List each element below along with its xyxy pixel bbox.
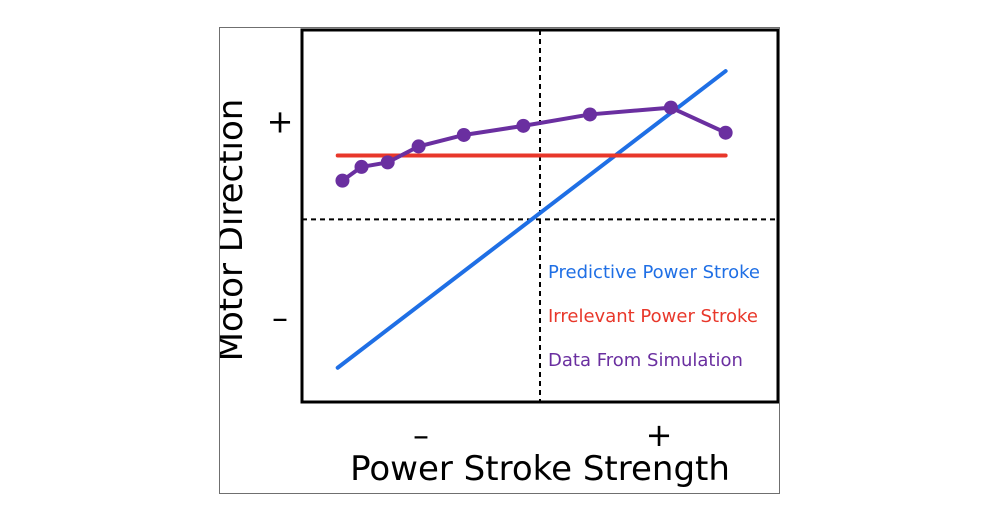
legend-entry-data-from-simulation: Data From Simulation [548, 350, 743, 371]
data-point-data-from-simulation [582, 107, 597, 122]
y-axis-label: Motor Direction [220, 99, 251, 362]
data-point-data-from-simulation [516, 118, 531, 133]
y-tick-label: – [272, 299, 288, 337]
data-point-data-from-simulation [335, 173, 350, 188]
series-line-data-from-simulation [340, 105, 728, 183]
x-tick-label: + [646, 416, 673, 454]
data-point-data-from-simulation [663, 100, 678, 115]
legend-entry-irrelevant-power-stroke: Irrelevant Power Stroke [548, 306, 758, 327]
x-tick-label: – [413, 416, 429, 454]
y-tick-label: + [267, 102, 294, 140]
legend: Predictive Power Stroke Irrelevant Power … [548, 262, 760, 371]
reference-lines [302, 30, 778, 402]
chart-canvas: – + + – Power Stroke Strength Motor Directi… [220, 28, 779, 489]
data-point-data-from-simulation [456, 127, 471, 142]
plot-area-border [300, 28, 779, 404]
legend-entry-predictive-power-stroke: Predictive Power Stroke [548, 262, 760, 283]
series-line-predictive-power-stroke [335, 69, 728, 370]
chart-figure: – + + – Power Stroke Strength Motor Directi… [219, 27, 780, 494]
data-point-data-from-simulation [380, 155, 395, 170]
x-axis-label: Power Stroke Strength [350, 449, 730, 489]
series-layer [335, 69, 733, 370]
data-point-data-from-simulation [718, 125, 733, 140]
data-point-data-from-simulation [411, 139, 426, 154]
data-point-data-from-simulation [354, 159, 369, 174]
tick-labels: – + + – [267, 102, 673, 454]
